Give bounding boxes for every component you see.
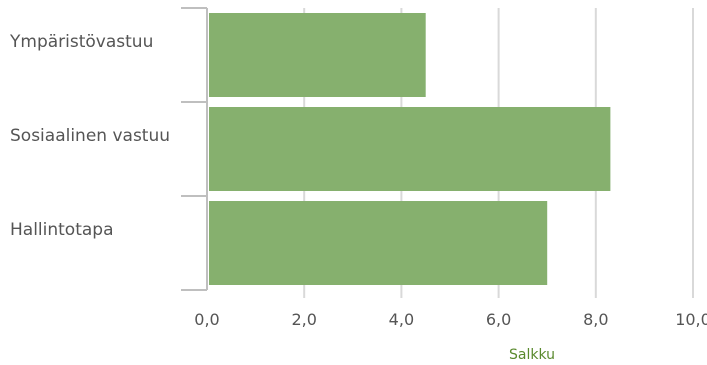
x-tick-label: 10,0 bbox=[675, 310, 707, 329]
x-tick-label: 2,0 bbox=[291, 310, 316, 329]
y-axis bbox=[181, 7, 208, 291]
category-labels: Ympäristövastuu Sosiaalinen vastuu Hallint… bbox=[9, 32, 170, 240]
bar bbox=[209, 13, 426, 97]
category-label: Hallintotapa bbox=[10, 220, 114, 240]
x-tick-label: 0,0 bbox=[194, 310, 219, 329]
x-tick-label: 4,0 bbox=[389, 310, 414, 329]
x-tick-labels: 0,0 2,0 4,0 6,0 8,0 10,0 bbox=[194, 310, 707, 329]
bar bbox=[209, 201, 548, 285]
x-tick-label: 6,0 bbox=[486, 310, 511, 329]
legend: Salkku bbox=[509, 347, 555, 363]
legend-label: Salkku bbox=[509, 347, 555, 363]
category-label: Ympäristövastuu bbox=[9, 32, 153, 52]
bar bbox=[209, 107, 611, 191]
x-tick-label: 8,0 bbox=[583, 310, 608, 329]
bars bbox=[209, 13, 611, 285]
category-label: Sosiaalinen vastuu bbox=[10, 126, 170, 146]
